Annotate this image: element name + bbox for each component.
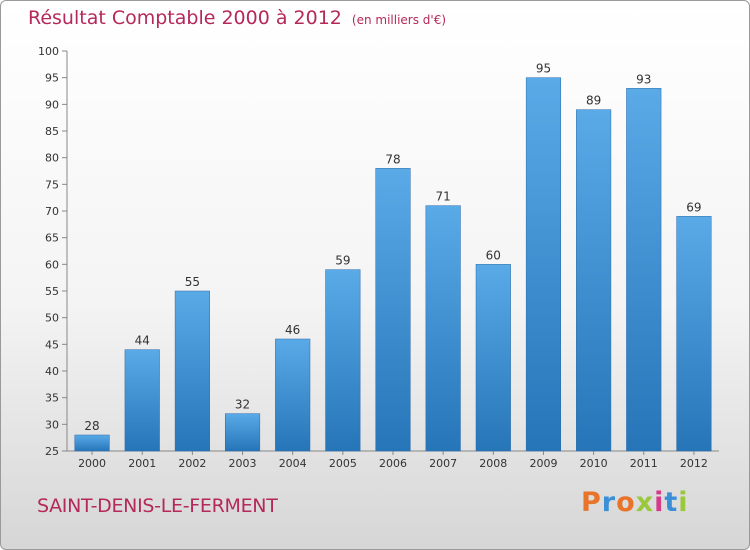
x-tick-label-2002: 2002: [178, 457, 206, 470]
y-tick-label: 85: [45, 125, 59, 138]
y-tick-label: 80: [45, 152, 59, 165]
commune-name: SAINT-DENIS-LE-FERMENT: [37, 495, 278, 517]
y-tick-label: 35: [45, 392, 59, 405]
y-tick-label: 55: [45, 285, 59, 298]
y-tick-label: 75: [45, 178, 59, 191]
logo-letter: i: [654, 487, 665, 518]
bar-2003: [224, 413, 261, 452]
bar-2004: [275, 338, 311, 452]
logo-letter: x: [635, 487, 655, 518]
bar-2011: [626, 88, 662, 452]
y-tick-label: 65: [45, 232, 59, 245]
data-label-2008: 60: [486, 248, 501, 262]
y-tick-label: 50: [45, 312, 59, 325]
data-label-2005: 59: [335, 254, 350, 268]
data-label-2004: 46: [285, 323, 300, 337]
data-label-2012: 69: [686, 200, 701, 214]
y-tick-label: 30: [45, 418, 59, 431]
x-tick-label-2012: 2012: [680, 457, 708, 470]
x-tick-label-2004: 2004: [279, 457, 307, 470]
y-tick-label: 40: [45, 365, 59, 378]
y-tick-label: 95: [45, 72, 59, 85]
x-tick-label-2001: 2001: [128, 457, 156, 470]
data-label-2009: 95: [536, 62, 551, 76]
logo-letter: o: [616, 487, 636, 518]
bar-2012: [676, 216, 712, 452]
x-tick-label-2008: 2008: [479, 457, 507, 470]
x-tick-label-2009: 2009: [529, 457, 557, 470]
logo-letter: i: [678, 487, 689, 518]
y-tick-label: 25: [45, 445, 59, 458]
y-tick-label: 45: [45, 338, 59, 351]
bar-chart: 25 30 35 40 45 50 55 60 65 70 75 80 85 90 95 100 2000 200…: [38, 45, 719, 470]
data-label-2006: 78: [385, 152, 400, 166]
x-tick-label-2003: 2003: [229, 457, 257, 470]
chart-title: Résultat Comptable 2000 à 2012 (en millie…: [28, 7, 446, 29]
bar-2000: [74, 434, 110, 452]
bar-2010: [576, 109, 612, 452]
x-tick-label-2006: 2006: [379, 457, 407, 470]
bar-2009: [525, 77, 562, 452]
data-label-2002: 55: [185, 275, 200, 289]
y-tick-label: 60: [45, 258, 59, 271]
chart-subtitle: (en milliers d'€): [351, 13, 447, 27]
data-label-2010: 89: [586, 94, 601, 108]
logo-letter: P: [581, 487, 602, 518]
x-tick-label-2011: 2011: [630, 457, 658, 470]
x-tick-label-2007: 2007: [429, 457, 457, 470]
bar-2005: [325, 269, 361, 452]
bar-2002: [174, 290, 210, 452]
title-text: Résultat Comptable 2000 à 2012: [28, 7, 342, 29]
bar-2001: [124, 349, 160, 452]
data-label-2003: 32: [235, 398, 250, 412]
bar-2006: [375, 168, 411, 452]
bar-2007: [425, 205, 461, 452]
bars-group: 28 44 55 32 46 59 78 71 60 95 89 93 69: [74, 62, 712, 452]
y-tick-label: 100: [38, 45, 59, 58]
x-tick-label-2005: 2005: [329, 457, 357, 470]
data-label-2007: 71: [436, 190, 451, 204]
logo-letter: t: [664, 487, 679, 518]
y-tick-label: 70: [45, 205, 59, 218]
data-label-2000: 28: [84, 419, 99, 433]
proxiti-logo: Proxiti: [581, 487, 689, 518]
data-label-2011: 93: [636, 72, 651, 86]
logo-letter: r: [601, 487, 617, 518]
x-tick-label-2010: 2010: [580, 457, 608, 470]
data-label-2001: 44: [135, 334, 150, 348]
bar-2008: [475, 264, 511, 452]
x-tick-label-2000: 2000: [78, 457, 106, 470]
y-tick-label: 90: [45, 98, 59, 111]
